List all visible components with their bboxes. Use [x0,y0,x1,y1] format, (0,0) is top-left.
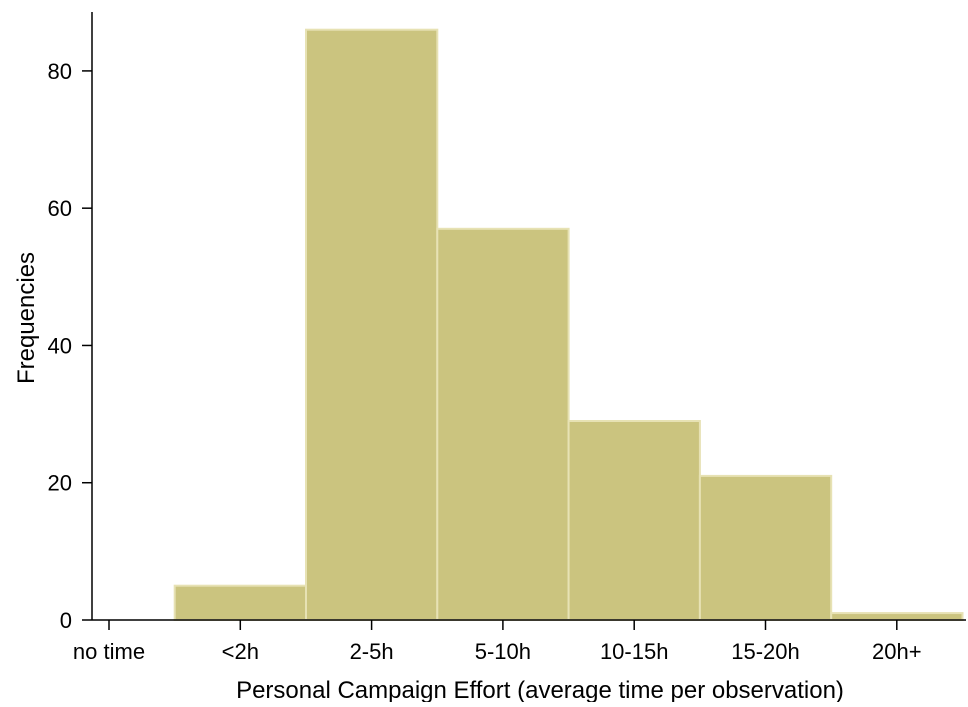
x-tick-label: 10-15h [600,639,669,664]
y-axis-label: Frequencies [13,252,40,384]
x-tick-label: no time [73,639,145,664]
y-tick-label: 80 [48,59,72,84]
bar-1 [173,584,307,622]
y-ticks-group: 0 20 40 60 80 [48,59,92,633]
y-tick-label: 40 [48,333,72,358]
bar-3 [436,227,570,622]
x-tick-label: 2-5h [350,639,394,664]
x-tick-label: 20h+ [872,639,922,664]
y-tick-label: 0 [60,608,72,633]
x-tick-label: <2h [222,639,259,664]
x-ticks-group: no time <2h 2-5h 5-10h 10-15h 15-20h 20h+ [73,620,922,664]
x-tick-label: 15-20h [731,639,800,664]
x-axis-label: Personal Campaign Effort (average time p… [236,677,844,702]
bar-5 [698,474,833,621]
y-tick-label: 60 [48,196,72,221]
bars-group [173,28,964,622]
y-tick-label: 20 [48,471,72,496]
bar-6 [830,612,964,621]
x-tick-label: 5-10h [475,639,531,664]
bar-2 [305,28,439,621]
bar-4 [567,420,701,621]
